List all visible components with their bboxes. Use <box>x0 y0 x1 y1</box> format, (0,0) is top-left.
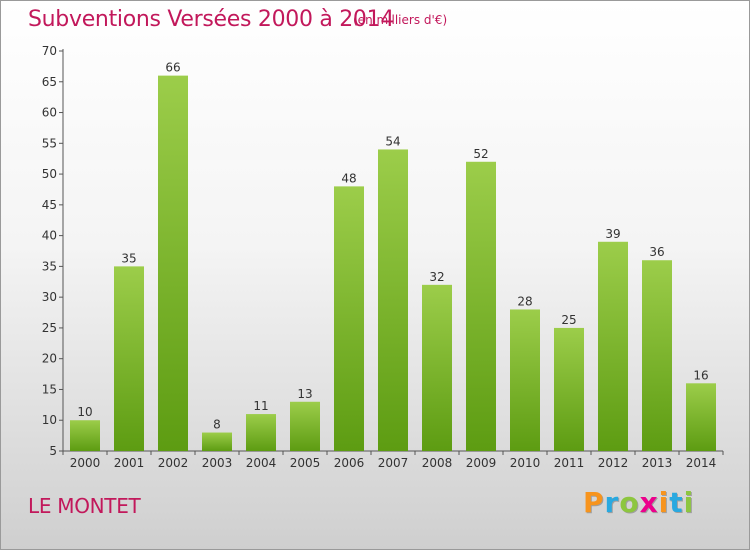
bar <box>554 327 584 451</box>
y-tick-label: 35 <box>42 259 57 273</box>
bar-value-label: 10 <box>77 405 92 419</box>
y-tick-label: 55 <box>42 136 57 150</box>
x-tick-label: 2013 <box>642 456 673 470</box>
proxiti-logo: Proxiti <box>583 486 694 519</box>
chart-unit-subtitle: (en milliers d'€) <box>353 13 448 27</box>
bar <box>378 149 408 451</box>
logo-letter: i <box>658 486 670 519</box>
y-tick-label: 45 <box>42 198 57 212</box>
x-tick-label: 2010 <box>510 456 541 470</box>
x-tick-label: 2005 <box>290 456 321 470</box>
y-tick-label: 10 <box>42 413 57 427</box>
x-tick-label: 2007 <box>378 456 409 470</box>
bar <box>246 414 276 451</box>
y-tick-label: 30 <box>42 290 57 304</box>
x-tick-label: 2001 <box>114 456 145 470</box>
bar <box>70 420 100 451</box>
chart-value-labels: 10 35 66 8 11 13 48 54 32 52 28 25 39 36 16 <box>77 61 708 432</box>
y-tick-label: 50 <box>42 167 57 181</box>
bar <box>290 401 320 451</box>
bar <box>686 383 716 451</box>
x-tick-label: 2012 <box>598 456 629 470</box>
x-tick-label: 2011 <box>554 456 585 470</box>
bar-value-label: 52 <box>473 147 488 161</box>
chart-title: Subventions Versées 2000 à 2014 <box>28 7 395 32</box>
bar-value-label: 54 <box>385 134 400 148</box>
bar <box>598 241 628 451</box>
x-tick-label: 2006 <box>334 456 365 470</box>
x-tick-label: 2014 <box>686 456 717 470</box>
y-tick-label: 15 <box>42 382 57 396</box>
bar-value-label: 16 <box>693 368 708 382</box>
x-tick-label: 2003 <box>202 456 233 470</box>
y-tick-label: 65 <box>42 75 57 89</box>
logo-letter: t <box>669 486 684 519</box>
bar-value-label: 39 <box>605 227 620 241</box>
y-tick-label: 40 <box>42 229 57 243</box>
x-tick-label: 2008 <box>422 456 453 470</box>
bar <box>422 284 452 451</box>
bar-value-label: 48 <box>341 171 356 185</box>
bar <box>642 260 672 451</box>
y-tick-label: 60 <box>42 106 57 120</box>
bar <box>334 186 364 451</box>
y-tick-label: 70 <box>42 44 57 58</box>
bar <box>466 161 496 451</box>
bar-value-label: 13 <box>297 387 312 401</box>
bar <box>202 432 232 451</box>
x-tick-label: 2000 <box>70 456 101 470</box>
logo-letter: P <box>583 486 605 519</box>
bar-value-label: 66 <box>165 61 180 75</box>
y-tick-label: 5 <box>49 444 57 458</box>
bar-value-label: 25 <box>561 313 576 327</box>
y-tick-label: 20 <box>42 352 57 366</box>
commune-name: LE MONTET <box>28 494 141 518</box>
logo-letter: i <box>683 486 695 519</box>
bar <box>510 309 540 451</box>
bar-value-label: 28 <box>517 294 532 308</box>
bar-value-label: 36 <box>649 245 664 259</box>
logo-letter: o <box>619 486 640 519</box>
chart-axes: 5 10 15 20 25 30 35 40 45 50 55 60 65 70 2000 2001 2002 2… <box>42 44 724 470</box>
chart-bars <box>70 75 716 451</box>
x-tick-label: 2009 <box>466 456 497 470</box>
bar <box>114 266 144 451</box>
x-tick-label: 2004 <box>246 456 277 470</box>
x-tick-label: 2002 <box>158 456 189 470</box>
logo-letter: r <box>604 486 620 519</box>
y-tick-label: 25 <box>42 321 57 335</box>
bar-value-label: 32 <box>429 270 444 284</box>
bar-value-label: 11 <box>253 399 268 413</box>
bar-value-label: 8 <box>213 418 221 432</box>
logo-letter: x <box>639 486 659 519</box>
bar <box>158 75 188 451</box>
bar-value-label: 35 <box>121 251 136 265</box>
